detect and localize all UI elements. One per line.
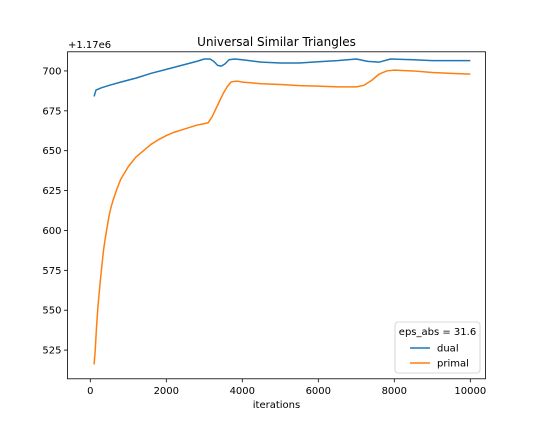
y-tick-label: 600 xyxy=(42,226,61,237)
x-tick-label: 10000 xyxy=(454,386,486,397)
y-tick-label: 550 xyxy=(42,306,61,317)
axes-layer: 0 2000 4000 6000 8000 10000 525 550 575 600 625 650… xyxy=(42,66,486,396)
legend-label-dual: dual xyxy=(437,344,459,355)
chart-title: Universal Similar Triangles xyxy=(197,35,356,49)
series-line-primal xyxy=(93,69,471,365)
x-tick-label: 6000 xyxy=(306,386,331,397)
y-axis-offset-label: +1.17e6 xyxy=(68,40,111,51)
x-tick-label: 2000 xyxy=(154,386,179,397)
x-tick-label: 8000 xyxy=(382,386,407,397)
y-tick-label: 575 xyxy=(42,266,61,277)
y-tick-label: 525 xyxy=(42,346,61,357)
series-line-dual xyxy=(93,58,471,97)
y-tick-label: 650 xyxy=(42,146,61,157)
legend-box xyxy=(394,321,481,374)
y-tick-label: 675 xyxy=(42,106,61,117)
series-layer xyxy=(93,58,471,365)
legend-title: eps_abs = 31.6 xyxy=(399,327,476,338)
legend-label-primal: primal xyxy=(437,359,469,370)
y-tick-label: 700 xyxy=(42,66,61,77)
x-axis-label: iterations xyxy=(253,400,300,411)
plot-frame xyxy=(67,51,486,380)
x-tick-label: 4000 xyxy=(230,386,255,397)
x-tick-label: 0 xyxy=(87,386,93,397)
y-tick-label: 625 xyxy=(42,186,61,197)
legend: eps_abs = 31.6 dual primal xyxy=(394,321,481,374)
